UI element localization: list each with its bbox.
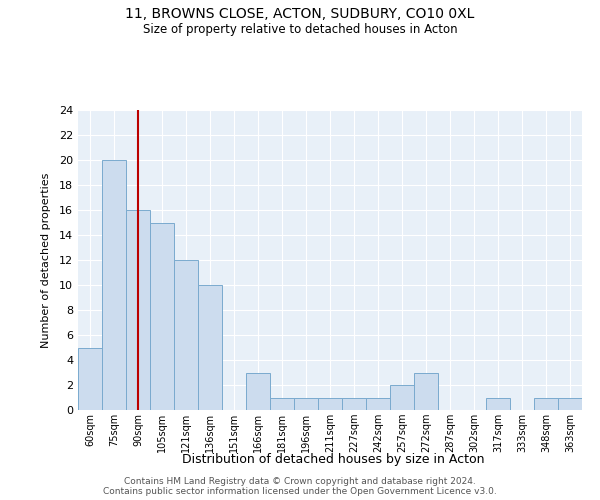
Bar (270, 398, 294, 410)
Bar (414, 372, 438, 410)
Text: Size of property relative to detached houses in Acton: Size of property relative to detached ho… (143, 22, 457, 36)
Y-axis label: Number of detached properties: Number of detached properties (41, 172, 50, 348)
Text: Contains HM Land Registry data © Crown copyright and database right 2024.: Contains HM Land Registry data © Crown c… (124, 477, 476, 486)
Bar (534, 398, 558, 410)
Bar (366, 398, 390, 410)
Bar (78, 348, 102, 410)
Bar (390, 385, 414, 410)
Text: 11, BROWNS CLOSE, ACTON, SUDBURY, CO10 0XL: 11, BROWNS CLOSE, ACTON, SUDBURY, CO10 0… (125, 8, 475, 22)
Bar (126, 210, 150, 410)
Bar (558, 398, 582, 410)
Text: Distribution of detached houses by size in Acton: Distribution of detached houses by size … (182, 452, 484, 466)
Bar (342, 398, 366, 410)
Bar (486, 398, 510, 410)
Bar (198, 285, 222, 410)
Text: Contains public sector information licensed under the Open Government Licence v3: Contains public sector information licen… (103, 487, 497, 496)
Bar (246, 372, 270, 410)
Bar (174, 260, 198, 410)
Bar (150, 222, 174, 410)
Bar (294, 398, 318, 410)
Bar (102, 160, 126, 410)
Bar (318, 398, 342, 410)
